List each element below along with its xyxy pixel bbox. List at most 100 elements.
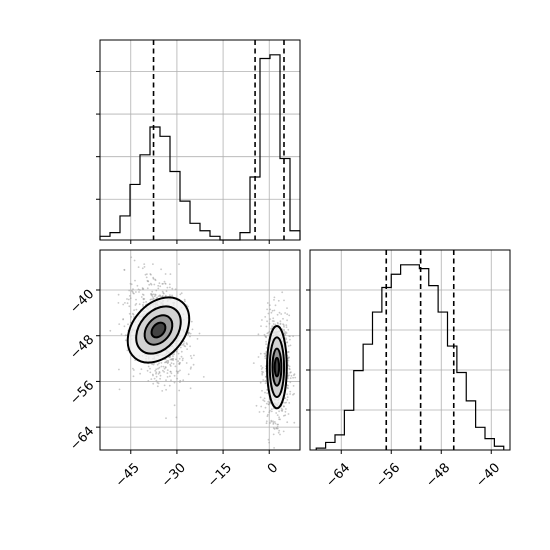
scatter-point bbox=[267, 403, 270, 406]
scatter-point bbox=[283, 414, 285, 417]
scatter-point bbox=[149, 273, 152, 275]
scatter-point bbox=[261, 372, 264, 375]
scatter-point bbox=[118, 368, 120, 371]
scatter-point bbox=[267, 438, 270, 441]
scatter-point bbox=[273, 421, 276, 423]
scatter-point bbox=[273, 296, 276, 299]
scatter-point bbox=[283, 330, 285, 332]
scatter-point bbox=[118, 388, 121, 391]
scatter-point bbox=[170, 362, 173, 364]
scatter-point bbox=[141, 267, 144, 270]
scatter-point bbox=[189, 345, 192, 348]
scatter-point bbox=[294, 376, 297, 379]
scatter-point bbox=[132, 288, 134, 290]
scatter-point bbox=[266, 320, 268, 323]
scatter-point bbox=[154, 369, 157, 372]
scatter-point bbox=[132, 367, 134, 370]
scatter-point bbox=[263, 397, 266, 400]
scatter-point bbox=[123, 325, 126, 328]
scatter-point bbox=[267, 413, 269, 416]
scatter-point bbox=[259, 352, 262, 355]
scatter-point bbox=[289, 371, 291, 374]
scatter-point bbox=[260, 325, 262, 327]
scatter-point bbox=[276, 321, 279, 324]
scatter-point bbox=[146, 273, 148, 275]
scatter-point bbox=[177, 360, 180, 362]
scatter-point bbox=[151, 295, 154, 298]
scatter-point bbox=[153, 295, 156, 298]
scatter-point bbox=[289, 344, 292, 347]
scatter-point bbox=[178, 389, 181, 392]
scatter-point bbox=[164, 282, 167, 285]
scatter-point bbox=[185, 362, 188, 364]
scatter-point bbox=[190, 357, 193, 360]
scatter-point bbox=[133, 309, 136, 311]
hist-param1-panel bbox=[96, 39, 301, 244]
scatter-point bbox=[288, 368, 291, 371]
density-contour bbox=[268, 336, 286, 398]
scatter-point bbox=[187, 305, 189, 308]
x-tick-label: −56 bbox=[373, 460, 403, 490]
scatter-point bbox=[266, 302, 269, 304]
scatter-point bbox=[272, 427, 275, 430]
scatter-point bbox=[176, 377, 179, 380]
scatter-point bbox=[118, 323, 121, 325]
scatter-point bbox=[126, 302, 129, 305]
scatter-point bbox=[160, 365, 163, 368]
scatter-point bbox=[289, 338, 291, 341]
x-tick-label: −40 bbox=[473, 460, 503, 490]
scatter-point bbox=[134, 279, 136, 282]
scatter-point bbox=[162, 365, 165, 368]
scatter-point bbox=[155, 372, 157, 375]
scatter-point bbox=[278, 416, 280, 419]
scatter-point bbox=[285, 337, 287, 339]
scatter-point bbox=[168, 356, 171, 359]
scatter-point bbox=[266, 332, 269, 335]
scatter-point bbox=[259, 396, 262, 399]
scatter-point bbox=[289, 377, 292, 380]
scatter-point bbox=[164, 361, 166, 364]
scatter-point bbox=[122, 303, 125, 306]
scatter-point bbox=[274, 304, 277, 307]
scatter-point bbox=[152, 277, 155, 280]
scatter-point bbox=[272, 420, 274, 423]
scatter-point bbox=[150, 378, 153, 380]
scatter-point bbox=[161, 390, 164, 392]
scatter-point bbox=[265, 422, 268, 425]
scatter-point bbox=[269, 401, 271, 404]
scatter-point bbox=[139, 289, 141, 291]
scatter-point bbox=[147, 365, 150, 368]
scatter-point bbox=[271, 309, 274, 312]
y-tick-label: −48 bbox=[67, 332, 97, 362]
scatter-point bbox=[268, 304, 271, 307]
density-contour bbox=[150, 321, 167, 339]
scatter-point bbox=[164, 366, 167, 368]
scatter-point bbox=[264, 406, 267, 409]
scatter-point bbox=[183, 340, 185, 343]
scatter-point bbox=[265, 402, 268, 405]
scatter-point bbox=[166, 372, 169, 374]
scatter-point bbox=[124, 302, 126, 304]
scatter-point bbox=[289, 390, 292, 393]
x-tick-label: −30 bbox=[159, 460, 189, 490]
scatter-point bbox=[265, 340, 267, 343]
scatter-point bbox=[151, 363, 154, 366]
scatter-point bbox=[151, 293, 154, 296]
x-tick-label: −15 bbox=[205, 460, 235, 490]
y-tick-label: −56 bbox=[67, 378, 97, 408]
scatter-point bbox=[266, 308, 268, 311]
scatter-point bbox=[172, 357, 175, 360]
scatter-point bbox=[179, 381, 181, 383]
scatter-point bbox=[149, 371, 152, 374]
scatter-point bbox=[152, 263, 154, 265]
scatter-point bbox=[272, 421, 275, 424]
scatter-point bbox=[282, 430, 285, 433]
scatter-point bbox=[132, 375, 135, 378]
scatter-point bbox=[273, 309, 276, 312]
scatter-point bbox=[187, 373, 190, 376]
scatter-point bbox=[268, 330, 271, 333]
scatter-point bbox=[146, 279, 149, 282]
scatter-point bbox=[276, 426, 279, 428]
scatter-point bbox=[167, 359, 170, 362]
